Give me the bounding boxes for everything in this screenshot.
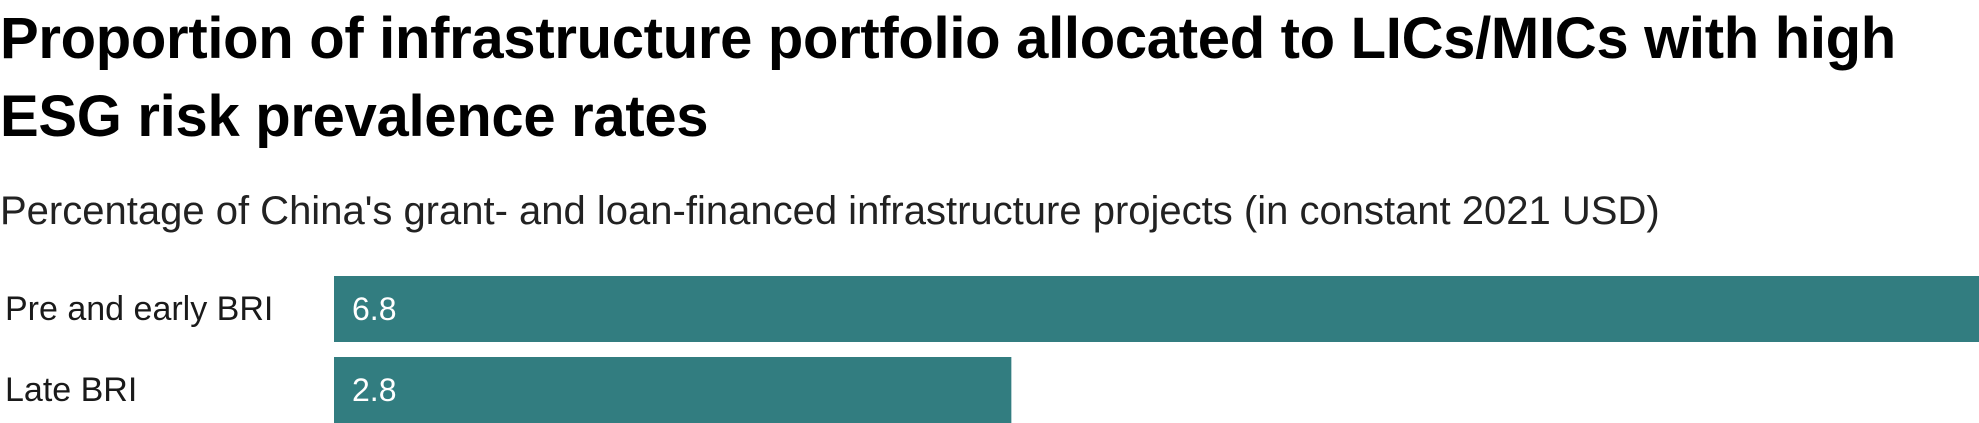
chart-subtitle: Percentage of China's grant- and loan-fi…: [0, 189, 1660, 233]
value-label-late-bri: 2.8: [352, 372, 396, 408]
category-label-late-bri: Late BRI: [5, 371, 137, 409]
bar-late-bri: [334, 357, 1012, 423]
chart-title: Proportion of infrastructure portfolio a…: [0, 6, 1896, 149]
value-label-pre-and-early-bri: 6.8: [352, 291, 396, 327]
category-label-pre-and-early-bri: Pre and early BRI: [5, 290, 273, 328]
bar-pre-and-early-bri: [334, 276, 1979, 342]
